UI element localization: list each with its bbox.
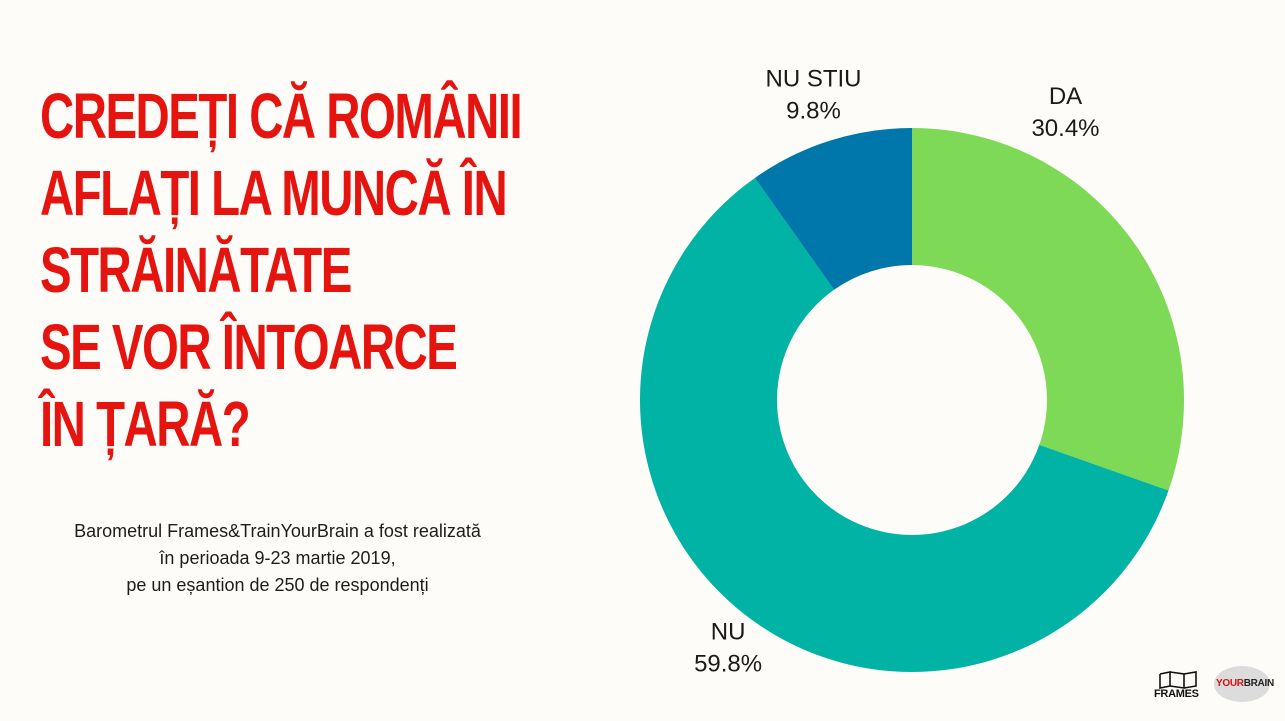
note-line: pe un eșantion de 250 de respondenți	[126, 575, 429, 595]
title-line: CREDEȚI CĂ ROMÂNII	[40, 80, 523, 152]
title-line: ÎN ȚARĂ?	[40, 388, 251, 460]
brain-icon	[1214, 666, 1270, 702]
title-line: SE VOR ÎNTOARCE	[40, 311, 458, 383]
slice-label-value: 9.8%	[786, 97, 841, 124]
slice-label-value: 59.8%	[694, 650, 762, 677]
frames-logo-icon	[1159, 671, 1197, 689]
title-line: AFLAȚI LA MUNCĂ ÎN	[40, 157, 508, 229]
slice-label-name: NU	[711, 618, 746, 645]
slice-label-value: 30.4%	[1031, 115, 1099, 142]
survey-note: Barometrul Frames&TrainYourBrain a fost …	[10, 518, 545, 599]
slice-nu	[640, 177, 1169, 672]
frames-logo-text: FRAMES	[1154, 688, 1199, 700]
slice-label-name: DA	[1049, 83, 1082, 110]
logo-word-your: YOUR	[1216, 678, 1244, 689]
slice-nu-stiu	[754, 128, 912, 290]
train-your-brain-logo-text: YOURBRAIN	[1216, 678, 1274, 689]
train-your-brain-logo: YOURBRAIN	[1212, 664, 1274, 706]
frames-logo: FRAMES	[1150, 668, 1210, 706]
note-line: Barometrul Frames&TrainYourBrain a fost …	[74, 521, 481, 541]
title-line: STRĂINĂTATE	[40, 234, 352, 306]
note-line: în perioada 9-23 martie 2019,	[159, 548, 396, 568]
logo-word-brain: BRAIN	[1243, 678, 1274, 689]
chart-title: CREDEȚI CĂ ROMÂNII AFLAȚI LA MUNCĂ ÎN ST…	[40, 78, 523, 463]
slice-label-name: NU STIU	[766, 65, 862, 92]
slice-da	[912, 128, 1185, 491]
